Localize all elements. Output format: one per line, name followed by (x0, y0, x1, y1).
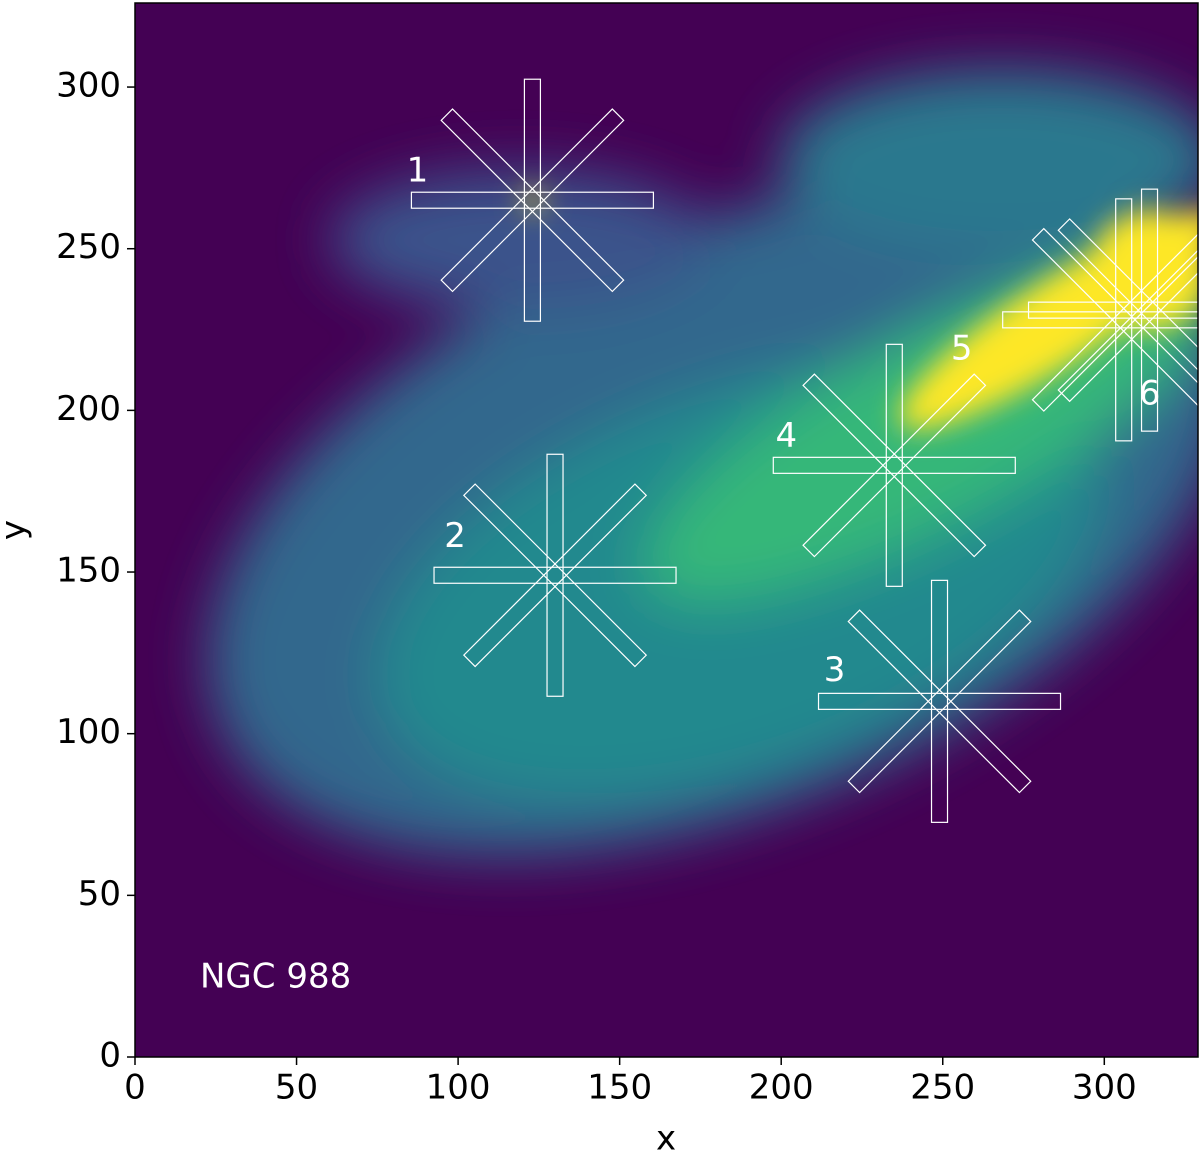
plot-area (135, 3, 1198, 1057)
x-axis-label: x (656, 1119, 676, 1155)
aperture-slit (772, 456, 1016, 474)
aperture-slit (930, 579, 949, 823)
aperture-slit (523, 78, 542, 322)
aperture-slit (1031, 227, 1198, 412)
aperture-slit (433, 566, 677, 584)
x-tick-label: 200 (749, 1068, 814, 1108)
y-tick-label: 150 (56, 551, 121, 591)
plot-frame (134, 2, 1199, 1058)
aperture-slit (1140, 188, 1159, 432)
y-tick-label: 0 (99, 1036, 121, 1076)
aperture-slit (817, 692, 1062, 710)
y-tick-label: 300 (56, 66, 121, 106)
aperture-slit (847, 609, 1032, 794)
aperture-label: 1 (407, 151, 429, 191)
aperture-label: 3 (824, 650, 846, 690)
aperture-slit (1057, 218, 1198, 403)
aperture-label: 2 (444, 516, 466, 556)
aperture-slit (1031, 227, 1198, 412)
x-tick-label: 50 (275, 1068, 318, 1108)
aperture-label: 6 (1139, 374, 1161, 414)
x-tick-label: 150 (587, 1068, 652, 1108)
annotation: NGC 988 (200, 957, 351, 997)
aperture-slit (410, 191, 655, 209)
aperture-slit (885, 343, 903, 587)
aperture-slit (440, 108, 625, 293)
aperture-slit (1057, 218, 1198, 403)
aperture-slit (546, 453, 564, 697)
aperture-label: 4 (775, 416, 797, 456)
y-axis-label: y (0, 520, 34, 540)
aperture-slit (802, 373, 987, 558)
y-tick-label: 250 (56, 227, 121, 267)
y-tick-label: 200 (56, 389, 121, 429)
aperture-label: 5 (951, 328, 973, 368)
aperture-slit (462, 483, 648, 668)
aperture-slit (1027, 301, 1198, 319)
aperture-slit (462, 483, 648, 668)
y-tick-label: 50 (78, 874, 121, 914)
aperture-slit (1115, 198, 1133, 442)
aperture-slit (847, 609, 1032, 794)
x-tick-label: 0 (124, 1068, 146, 1108)
x-tick-label: 100 (426, 1068, 491, 1108)
aperture-slit (1002, 311, 1198, 329)
aperture-slit (440, 108, 625, 293)
x-tick-label: 250 (910, 1068, 975, 1108)
y-tick-label: 100 (56, 712, 121, 752)
aperture-slit (802, 373, 987, 558)
x-tick-label: 300 (1072, 1068, 1137, 1108)
